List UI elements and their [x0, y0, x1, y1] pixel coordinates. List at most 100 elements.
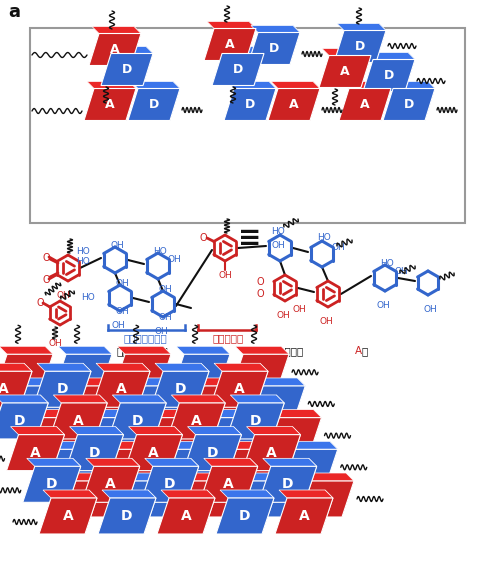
Text: A: A [212, 397, 222, 411]
Polygon shape [107, 442, 161, 449]
Polygon shape [334, 31, 386, 62]
Text: OH: OH [376, 302, 390, 310]
Polygon shape [252, 378, 306, 386]
Polygon shape [269, 346, 289, 390]
Polygon shape [157, 473, 177, 517]
Polygon shape [254, 490, 274, 534]
Text: A: A [136, 365, 147, 379]
Text: OH: OH [115, 280, 129, 288]
Polygon shape [37, 364, 91, 371]
Text: A: A [289, 98, 299, 111]
Polygon shape [89, 34, 141, 65]
Polygon shape [259, 81, 276, 120]
Text: D: D [269, 42, 279, 55]
Polygon shape [28, 418, 86, 454]
Polygon shape [74, 378, 128, 386]
Polygon shape [251, 25, 300, 32]
Polygon shape [28, 395, 48, 439]
Text: HO: HO [317, 234, 331, 243]
Polygon shape [268, 88, 320, 120]
Polygon shape [207, 21, 256, 28]
Polygon shape [334, 473, 354, 517]
Polygon shape [418, 81, 435, 120]
Polygon shape [214, 364, 268, 371]
Polygon shape [98, 498, 156, 534]
Polygon shape [103, 449, 161, 486]
Text: 電子ドナー（D）: 電子ドナー（D） [116, 346, 168, 356]
Polygon shape [66, 435, 124, 470]
Polygon shape [168, 403, 226, 439]
Text: D: D [152, 397, 164, 411]
Text: A: A [126, 460, 137, 475]
Polygon shape [77, 490, 97, 534]
Polygon shape [32, 410, 86, 418]
Polygon shape [104, 427, 124, 470]
Text: A: A [180, 509, 192, 523]
Text: OH: OH [115, 307, 129, 317]
Polygon shape [216, 498, 274, 534]
Polygon shape [263, 458, 317, 466]
Polygon shape [87, 81, 136, 88]
Polygon shape [369, 24, 386, 62]
Text: A: A [84, 492, 94, 506]
Polygon shape [39, 498, 97, 534]
Polygon shape [92, 371, 150, 407]
FancyBboxPatch shape [30, 28, 465, 223]
Text: ベンゼノイド体: ベンゼノイド体 [123, 333, 167, 343]
Polygon shape [108, 378, 128, 422]
Polygon shape [82, 442, 102, 486]
Polygon shape [60, 481, 118, 517]
Polygon shape [0, 364, 32, 371]
Polygon shape [318, 442, 338, 486]
Polygon shape [283, 25, 300, 65]
Text: D: D [185, 460, 196, 475]
Polygon shape [200, 466, 258, 502]
Text: HO: HO [76, 247, 90, 257]
Polygon shape [23, 466, 81, 502]
Text: O: O [256, 277, 264, 287]
Polygon shape [119, 81, 136, 120]
Polygon shape [61, 458, 81, 502]
Polygon shape [374, 81, 391, 120]
Text: D: D [110, 429, 122, 443]
Polygon shape [231, 354, 289, 390]
Text: HO: HO [380, 260, 394, 269]
Polygon shape [168, 378, 188, 422]
Text: D: D [142, 492, 154, 506]
Polygon shape [44, 449, 102, 486]
Text: ≡: ≡ [238, 224, 262, 252]
Polygon shape [303, 81, 320, 120]
Polygon shape [222, 427, 242, 470]
Polygon shape [284, 442, 338, 449]
Text: O: O [42, 275, 50, 285]
Text: A: A [116, 382, 126, 397]
Text: A: A [94, 397, 104, 411]
Polygon shape [145, 458, 199, 466]
Text: O: O [199, 233, 207, 243]
Text: A: A [73, 414, 84, 428]
Text: A: A [169, 429, 180, 443]
Polygon shape [264, 418, 322, 454]
Text: A: A [298, 509, 310, 523]
Polygon shape [16, 378, 70, 386]
Text: HO: HO [76, 258, 90, 266]
Polygon shape [12, 364, 32, 407]
Polygon shape [48, 442, 102, 449]
Text: OH: OH [110, 240, 124, 250]
Polygon shape [259, 466, 317, 502]
Text: A: A [18, 365, 30, 379]
Text: D: D [228, 429, 239, 443]
Text: D: D [78, 365, 89, 379]
Text: D: D [245, 98, 255, 111]
Polygon shape [108, 403, 166, 439]
Polygon shape [215, 46, 264, 54]
Polygon shape [124, 435, 182, 470]
Polygon shape [27, 458, 81, 466]
Polygon shape [98, 473, 118, 517]
Polygon shape [131, 81, 180, 88]
Text: D: D [404, 98, 414, 111]
Text: A: A [360, 98, 370, 111]
Polygon shape [184, 435, 242, 470]
Polygon shape [64, 473, 118, 481]
Polygon shape [279, 490, 333, 498]
